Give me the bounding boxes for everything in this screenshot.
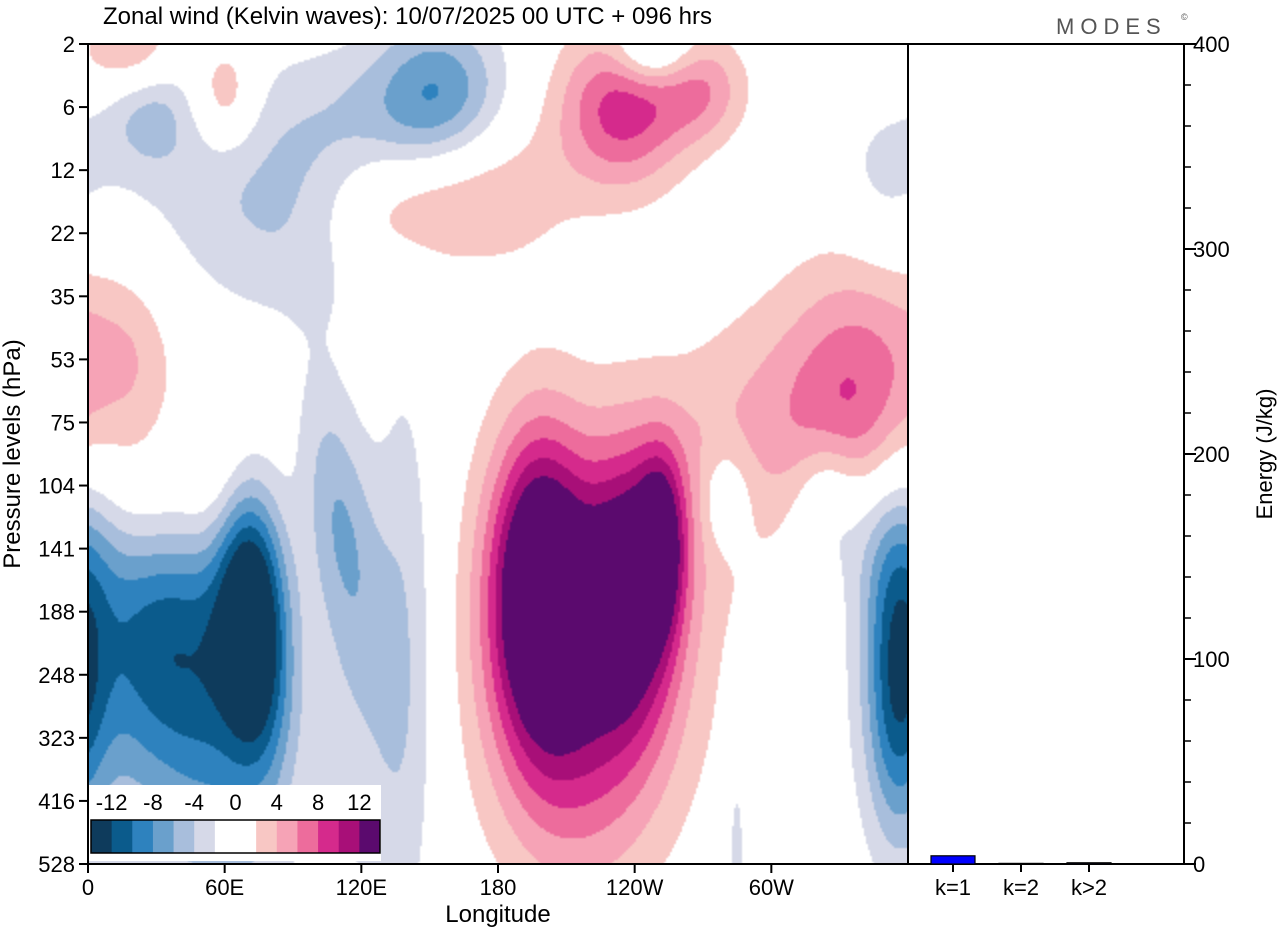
y-axis-title: Pressure levels (hPa)	[0, 339, 26, 568]
colorbar-label: 12	[347, 790, 371, 815]
x-tick-label: 0	[82, 875, 94, 900]
energy-y-axis: 0 100 200 300 400	[1184, 32, 1230, 877]
energy-tick-label: 0	[1193, 852, 1205, 877]
colorbar-label: -8	[143, 790, 163, 815]
y-tick-label: 104	[38, 474, 75, 499]
x-tick-label: 60W	[749, 875, 794, 900]
y-tick-label: 416	[38, 789, 75, 814]
energy-bar-label: k>2	[1071, 875, 1107, 900]
x-tick-label: 180	[480, 875, 517, 900]
y-tick-label: 188	[38, 600, 75, 625]
y-tick-label: 528	[38, 852, 75, 877]
x-axis: 0 60E 120E 180 120W 60W	[82, 864, 794, 900]
colorbar-swatch	[152, 820, 175, 853]
colorbar-swatch	[297, 820, 319, 853]
y-tick-label: 22	[51, 221, 75, 246]
colorbar-label: -4	[184, 790, 204, 815]
colorbar-swatch	[132, 820, 154, 853]
x-tick-label: 120E	[336, 875, 387, 900]
y-tick-label: 35	[51, 284, 75, 309]
y-tick-label: 12	[51, 158, 75, 183]
brand-mark: ©	[1181, 12, 1188, 22]
heatmap-panel	[87, 43, 909, 865]
colorbar-label: 8	[312, 790, 324, 815]
x-tick-label: 60E	[205, 875, 244, 900]
energy-bar-label: k=2	[1003, 875, 1039, 900]
colorbar-swatch	[235, 820, 257, 853]
y-tick-label: 53	[51, 347, 75, 372]
colorbar-label: 4	[271, 790, 283, 815]
energy-tick-label: 400	[1193, 32, 1230, 57]
zonal-wind-heatmap	[88, 44, 908, 864]
y-axis: 2 6 12 22 35 53 75 104 141 188 248 323 416 528	[38, 32, 88, 877]
colorbar-swatch	[91, 820, 113, 853]
y-tick-label: 6	[63, 95, 75, 120]
colorbar-frame	[90, 819, 381, 854]
colorbar-swatch	[318, 820, 340, 853]
colorbar-swatch	[256, 820, 278, 853]
colorbar-swatch	[338, 820, 360, 853]
colorbar-label: -12	[96, 790, 128, 815]
colorbar-swatch	[111, 820, 133, 853]
colorbar-swatch	[276, 820, 298, 853]
colorbar-swatch	[173, 820, 195, 853]
energy-bar-label: k=1	[935, 875, 971, 900]
energy-tick-label: 200	[1193, 442, 1230, 467]
x-axis-title: Longitude	[445, 901, 550, 928]
colorbar-label: 0	[229, 790, 241, 815]
y-tick-label: 75	[51, 410, 75, 435]
y-tick-label: 2	[63, 32, 75, 57]
colorbar-swatch	[359, 820, 381, 853]
colorbar-swatch	[194, 820, 216, 853]
y-tick-label: 323	[38, 726, 75, 751]
energy-axis-title: Energy (J/kg)	[1252, 389, 1277, 520]
energy-tick-label: 300	[1193, 237, 1230, 262]
colorbar-swatch	[214, 820, 236, 853]
energy-panel: k=1 k=2 k>2 0 100 200 300 400 Energy (J/kg)	[908, 32, 1277, 900]
y-tick-label: 141	[38, 537, 75, 562]
energy-bar	[1066, 862, 1112, 865]
brand-logo-text: MODES	[1056, 14, 1167, 39]
energy-bar	[930, 855, 976, 865]
y-tick-label: 248	[38, 663, 75, 688]
colorbar-legend: -12 -8 -4 0 4 8 12	[89, 785, 381, 861]
energy-bars: k=1 k=2 k>2	[930, 855, 1112, 900]
chart-title: Zonal wind (Kelvin waves): 10/07/2025 00…	[103, 3, 712, 30]
x-tick-label: 120W	[606, 875, 664, 900]
energy-tick-label: 100	[1193, 647, 1230, 672]
